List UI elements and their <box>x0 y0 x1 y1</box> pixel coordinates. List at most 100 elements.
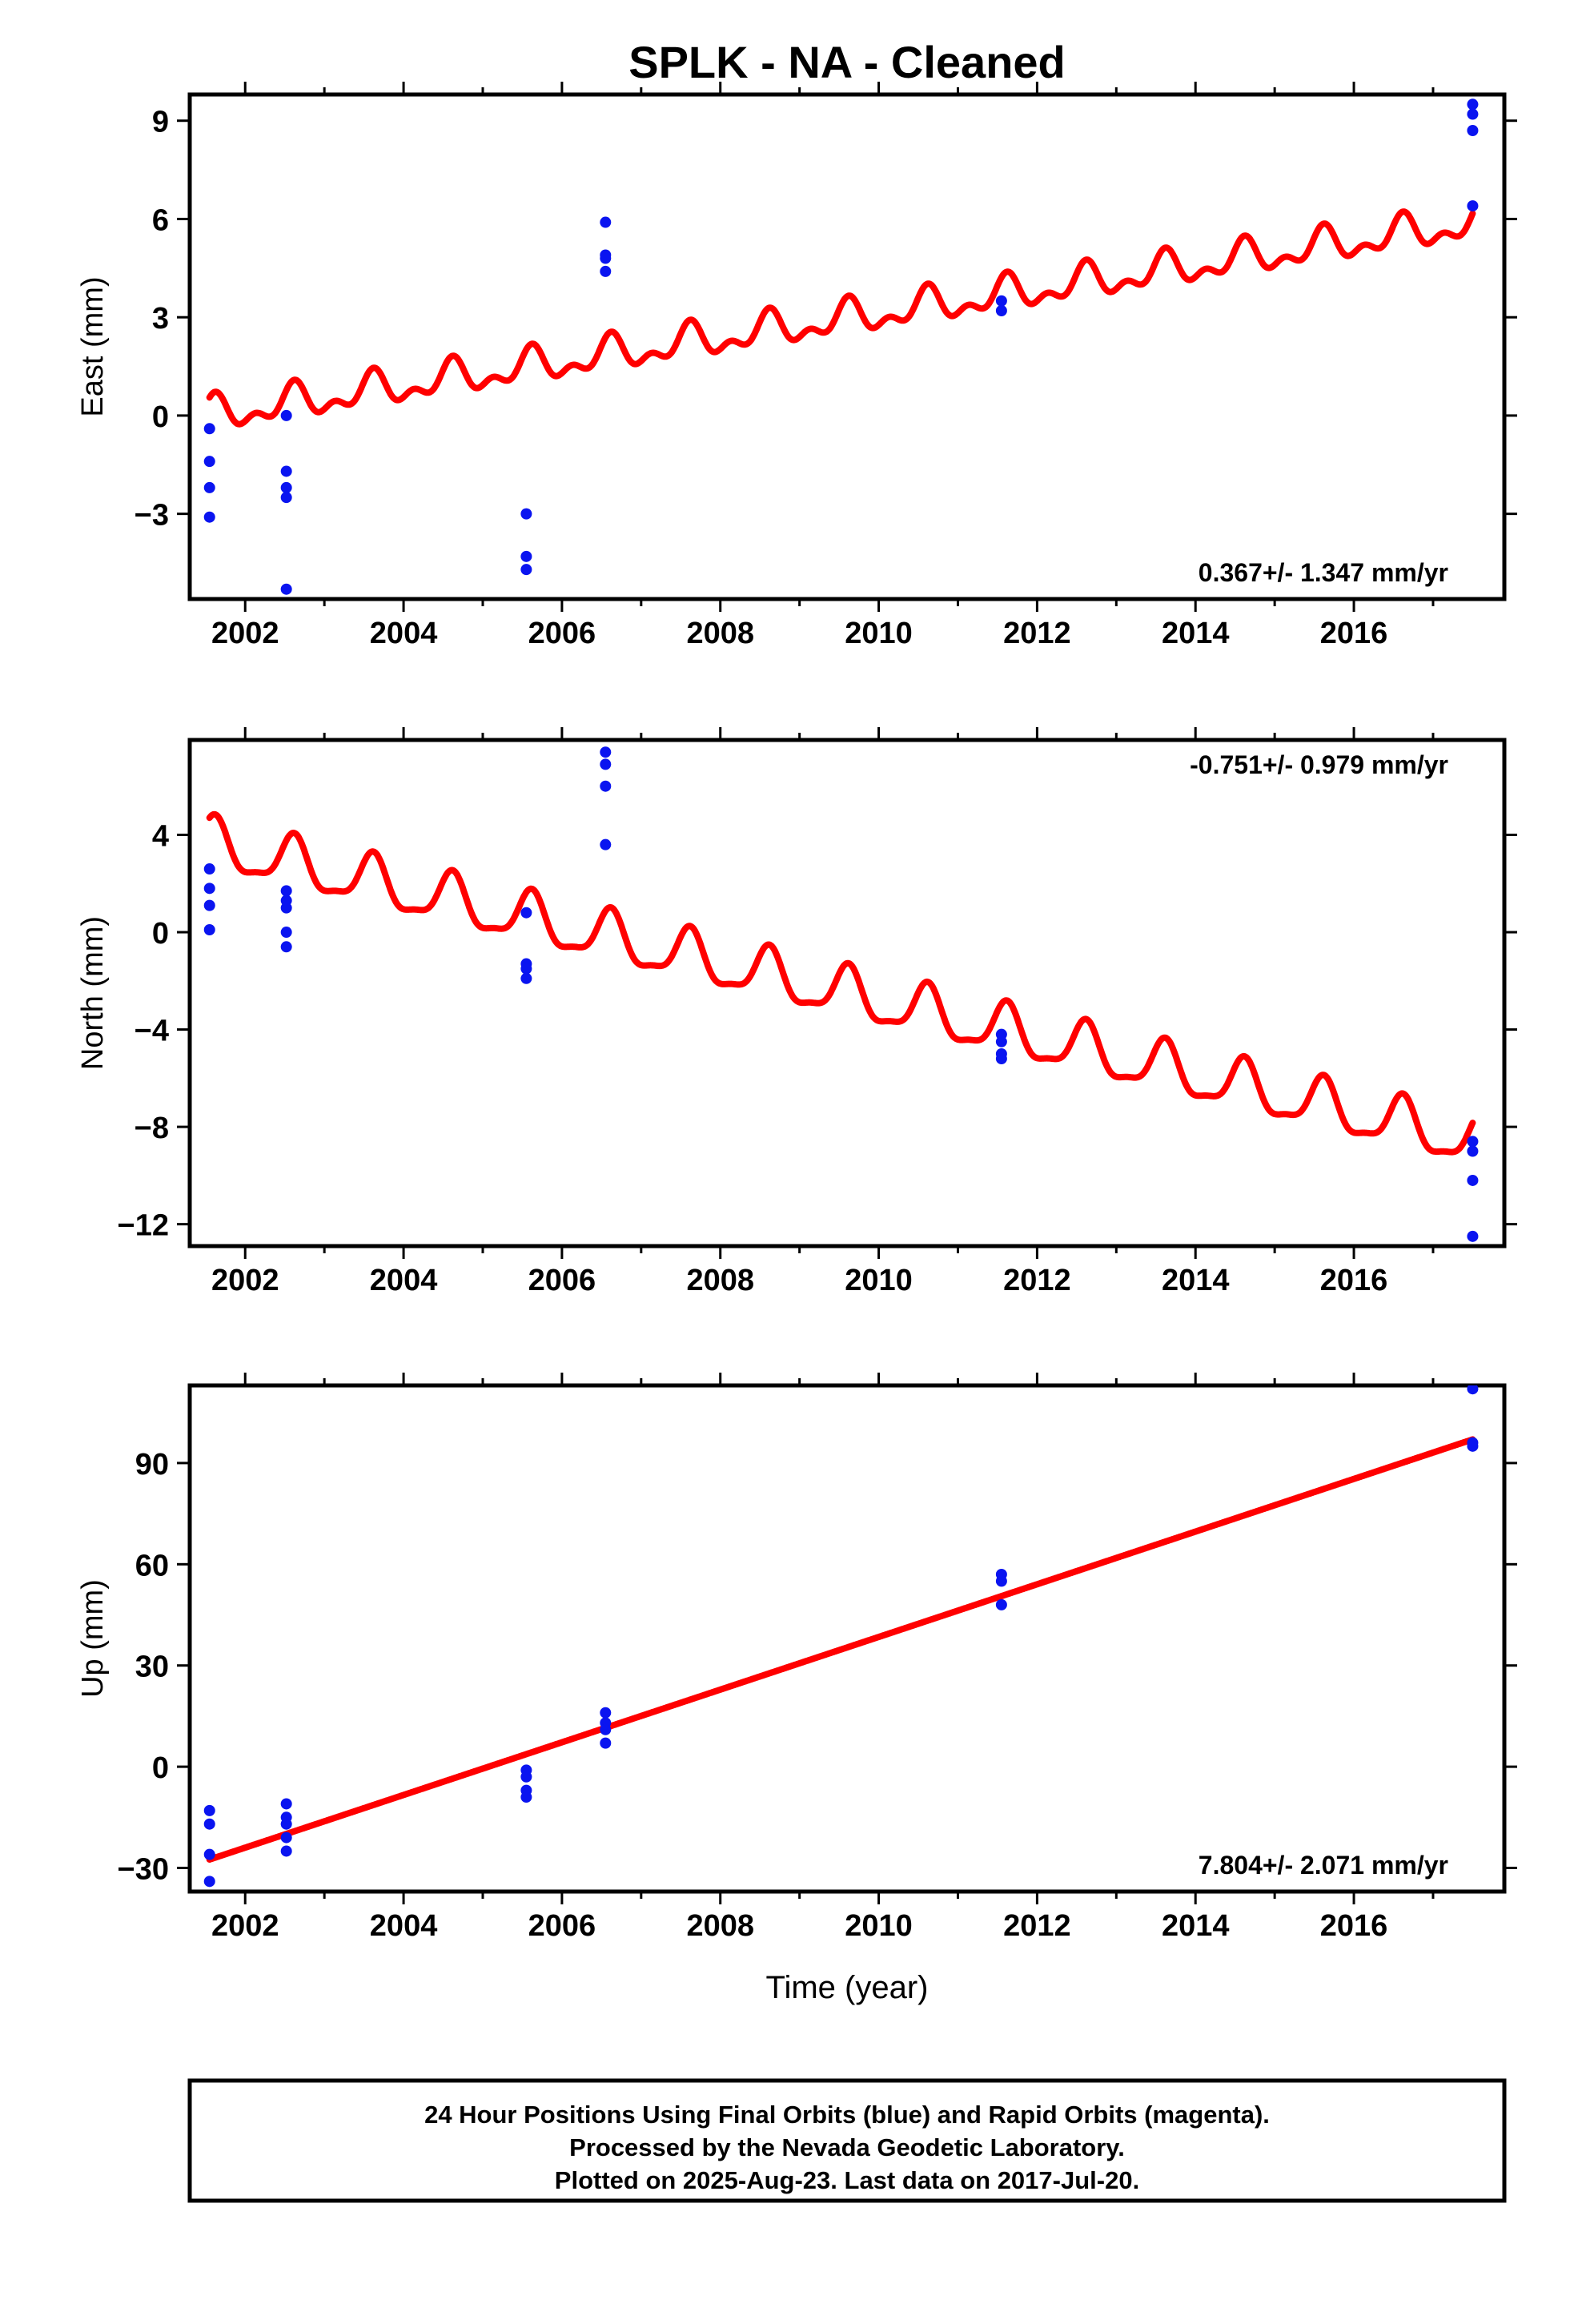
north-data-point <box>1467 1230 1479 1242</box>
east-data-point <box>203 511 215 523</box>
east-data-point <box>1467 108 1479 120</box>
y-tick-label: 30 <box>135 1651 169 1684</box>
footer-box: 24 Hour Positions Using Final Orbits (bl… <box>187 2078 1507 2203</box>
x-tick-label: 2004 <box>370 617 438 650</box>
up-data-point <box>995 1598 1007 1610</box>
y-tick-label: −8 <box>135 1112 169 1145</box>
y-tick-label: 9 <box>152 106 169 139</box>
east-data-point <box>280 481 292 493</box>
x-tick-label: 2008 <box>686 617 754 650</box>
x-tick-label: 2004 <box>370 1264 438 1297</box>
up-data-point <box>280 1831 292 1844</box>
north-rate-label: -0.751+/- 0.979 mm/yr <box>1190 750 1448 779</box>
north-data-point <box>1467 1136 1479 1148</box>
up-y-axis-label: Up (mm) <box>76 1579 110 1698</box>
x-tick-label: 2006 <box>528 617 596 650</box>
north-data-point <box>600 758 612 770</box>
y-tick-label: −30 <box>118 1853 169 1887</box>
up-data-point <box>520 1771 532 1783</box>
east-data-point <box>203 423 215 435</box>
east-data-point <box>1467 125 1479 136</box>
north-panel: 2002 2004 2006 2008 2010 2012 2014 2016 −12 −8 −4 0… <box>76 727 1517 1297</box>
up-fit-line <box>206 1436 1476 1863</box>
up-data-point <box>203 1848 215 1860</box>
east-frame <box>187 92 1507 601</box>
y-tick-label: 0 <box>152 1751 169 1785</box>
x-tick-label: 2010 <box>845 1264 913 1297</box>
x-tick-label: 2008 <box>686 1264 754 1297</box>
x-tick-label: 2012 <box>1003 617 1071 650</box>
y-tick-label: −3 <box>135 499 169 533</box>
east-data-point <box>600 265 612 277</box>
north-data-point <box>995 1053 1007 1065</box>
up-data-point <box>280 1818 292 1830</box>
east-data-point <box>520 550 532 562</box>
x-tick-label: 2012 <box>1003 1909 1071 1943</box>
east-data-point <box>600 252 612 264</box>
east-data-point <box>280 465 292 477</box>
up-data-point <box>280 1798 292 1810</box>
up-panel: 2002 2004 2006 2008 2010 2012 2014 2016 −30 0 30 60… <box>76 1373 1517 2005</box>
figure-title: SPLK - NA - Cleaned <box>628 37 1066 87</box>
footer-frame <box>187 2078 1507 2203</box>
y-tick-label: 3 <box>152 302 169 336</box>
up-data-point <box>600 1707 612 1719</box>
up-data-point <box>600 1737 612 1749</box>
footer-line-2: Processed by the Nevada Geodetic Laborat… <box>569 2133 1125 2161</box>
north-data-point <box>1467 1145 1479 1157</box>
up-data-point <box>280 1845 292 1857</box>
north-y-axis-label: North (mm) <box>76 916 110 1070</box>
x-tick-label: 2006 <box>528 1909 596 1943</box>
north-data-point <box>280 885 292 897</box>
up-data-point <box>1467 1440 1479 1452</box>
y-tick-label: 6 <box>152 203 169 237</box>
north-data-point <box>600 746 612 758</box>
x-tick-label: 2008 <box>686 1909 754 1943</box>
up-data-point <box>203 1876 215 1888</box>
north-data-point <box>203 899 215 911</box>
east-data-point <box>1467 99 1479 111</box>
y-tick-label: 0 <box>152 917 169 951</box>
y-tick-label: 90 <box>135 1448 169 1482</box>
x-tick-label: 2016 <box>1320 1909 1388 1943</box>
up-frame <box>187 1383 1507 1894</box>
x-tick-label: 2016 <box>1320 1264 1388 1297</box>
north-data-point <box>520 972 532 984</box>
x-tick-label: 2012 <box>1003 1264 1071 1297</box>
x-tick-label: 2004 <box>370 1909 438 1943</box>
east-data-point <box>280 492 292 504</box>
x-tick-label: 2002 <box>211 617 279 650</box>
x-axis-label: Time (year) <box>766 1970 929 2005</box>
north-data-point <box>203 924 215 935</box>
east-rate-label: 0.367+/- 1.347 mm/yr <box>1199 558 1448 587</box>
up-data-point <box>1467 1385 1479 1395</box>
x-tick-label: 2006 <box>528 1264 596 1297</box>
x-tick-label: 2014 <box>1162 1909 1230 1943</box>
y-tick-label: −4 <box>135 1015 169 1048</box>
east-fit-line <box>206 208 1476 428</box>
east-data-point <box>1467 200 1479 212</box>
north-data-point <box>600 780 612 792</box>
east-data-point <box>600 216 612 228</box>
north-data-point <box>520 907 532 919</box>
x-tick-label: 2010 <box>845 1909 913 1943</box>
up-data-point <box>203 1804 215 1816</box>
up-data-point <box>600 1723 612 1735</box>
north-data-point <box>600 838 612 850</box>
east-data-point <box>203 481 215 493</box>
x-tick-label: 2016 <box>1320 617 1388 650</box>
north-frame <box>187 738 1507 1248</box>
north-data-point <box>280 927 292 939</box>
footer-line-3: Plotted on 2025-Aug-23. Last data on 201… <box>555 2166 1139 2194</box>
east-data-point <box>995 295 1007 307</box>
north-data-point <box>280 902 292 914</box>
y-tick-label: −12 <box>118 1209 169 1243</box>
east-y-axis-label: East (mm) <box>76 276 110 416</box>
east-data-point <box>280 409 292 421</box>
footer-line-1: 24 Hour Positions Using Final Orbits (bl… <box>424 2101 1270 2129</box>
up-data-point <box>520 1791 532 1803</box>
up-data-point <box>203 1818 215 1830</box>
x-tick-label: 2014 <box>1162 1264 1230 1297</box>
north-data-point <box>203 883 215 895</box>
